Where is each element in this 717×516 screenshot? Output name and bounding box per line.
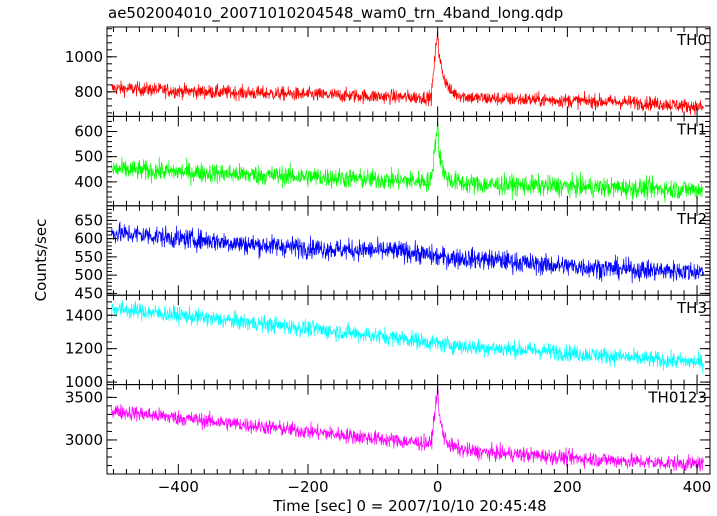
y-tick-label: 1000: [65, 48, 103, 66]
y-tick-label: 600: [74, 230, 103, 248]
x-tick-label: −200: [287, 478, 328, 496]
y-tick-label: 1200: [65, 340, 103, 358]
panel-th3: 1000 1200 1400 TH3: [65, 294, 711, 391]
y-tick-label: 600: [74, 123, 103, 141]
panel-th0: 800 1000 TH0: [65, 26, 711, 117]
y-tick-label: 400: [74, 173, 103, 191]
x-tick-label: −400: [158, 478, 199, 496]
x-tick-label: 200: [553, 478, 582, 496]
panel-frame: [106, 384, 711, 475]
y-tick-label: 1400: [65, 306, 103, 324]
x-tick-label: 0: [433, 478, 443, 496]
x-axis: −400 −200 0 200 400: [158, 478, 712, 496]
y-tick-label: 650: [74, 211, 103, 229]
panel-label-th0: TH0: [676, 31, 707, 49]
y-tick-label: 3500: [65, 388, 103, 406]
series-line-th2: [111, 221, 704, 284]
y-axis-label: Counts/sec: [32, 219, 50, 302]
y-tick-label: 450: [74, 284, 103, 302]
panel-label-th0123: TH0123: [647, 389, 707, 407]
y-tick-label: 500: [74, 148, 103, 166]
panel-frame: [106, 115, 711, 207]
series-line-th3: [111, 300, 704, 375]
y-tick-label: 1000: [65, 373, 103, 391]
series-line-th0: [111, 31, 704, 116]
y-tick-label: 500: [74, 266, 103, 284]
series-line-th1: [111, 119, 704, 203]
panel-label-th3: TH3: [676, 299, 707, 317]
x-tick-label: 400: [683, 478, 712, 496]
chart-title: ae502004010_20071010204548_wam0_trn_4ban…: [108, 4, 563, 23]
panel-label-th1: TH1: [676, 120, 707, 138]
y-tick-label: 3000: [65, 431, 103, 449]
panel-label-th2: TH2: [676, 210, 707, 228]
panel-th1: 400 500 600 TH1: [74, 115, 711, 207]
panel-th0123: 3000 3500 TH0123: [65, 384, 711, 475]
y-tick-label: 550: [74, 248, 103, 266]
y-tick-label: 800: [74, 83, 103, 101]
series-line-th0123: [111, 385, 704, 472]
x-axis-label: Time [sec] 0 = 2007/10/10 20:45:48: [272, 497, 546, 515]
